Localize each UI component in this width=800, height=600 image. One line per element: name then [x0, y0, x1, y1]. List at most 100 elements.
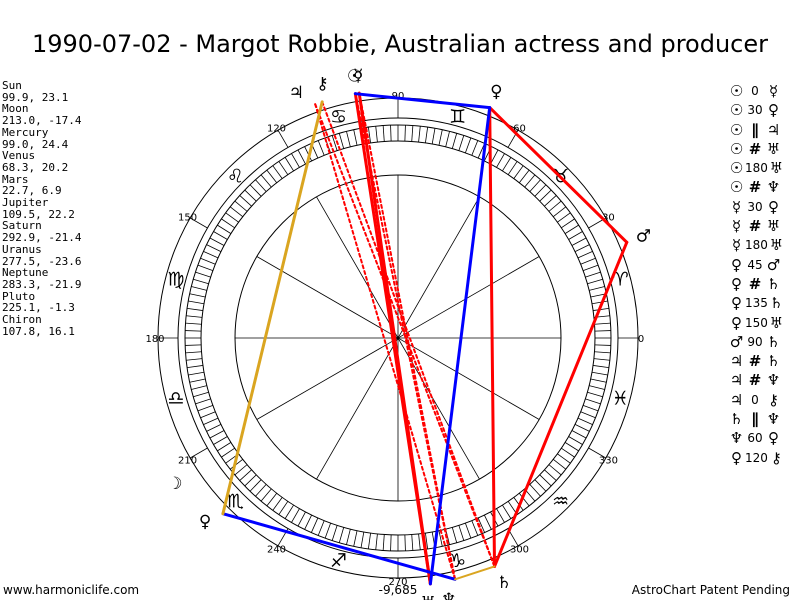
degree-tick: [375, 533, 378, 550]
degree-label: 330: [599, 456, 618, 467]
aspect-planet-2-glyph: ♅: [769, 159, 784, 178]
aspect-row: ♀ 135 ♄: [728, 294, 800, 313]
aspect-type: #: [748, 139, 762, 158]
aspect-planet-2-glyph: ♅: [766, 139, 781, 158]
aspect-type: #: [748, 178, 762, 197]
degree-tick: [544, 195, 557, 207]
degree-tick: [580, 411, 596, 419]
degree-tick: [188, 371, 205, 376]
degree-tick: [438, 530, 443, 547]
aspect-row: ♂ 90 ♄: [728, 333, 800, 352]
degree-tick: [317, 520, 325, 536]
degree-label: 210: [178, 456, 197, 467]
degree-label: 300: [510, 544, 529, 555]
degree-tick: [191, 286, 207, 291]
planet-coordinates: 109.5, 22.2: [2, 207, 75, 221]
degree-label: 90: [392, 91, 405, 102]
degree-tick: [534, 184, 547, 197]
aspect-row: ☿ # ♅: [728, 217, 800, 236]
planet-coordinates: 277.5, -23.6: [2, 254, 82, 268]
degree-tick: [234, 200, 248, 212]
degree-label: 60: [513, 124, 526, 135]
degree-tick: [574, 244, 590, 253]
degree-tick: [291, 508, 300, 523]
planet-name: Moon: [2, 102, 29, 116]
aspect-row: ☉ 180 ♅: [728, 159, 800, 178]
degree-tick: [304, 146, 313, 162]
degree-tick: [507, 161, 518, 175]
degree-tick: [249, 184, 262, 197]
planet-glyph: ⚷: [316, 74, 328, 94]
aspect-type: 180: [745, 161, 768, 176]
degree-tick: [213, 231, 228, 240]
degree-tick: [203, 250, 219, 259]
planet-glyph: ☉: [347, 67, 362, 87]
degree-tick: [188, 300, 205, 305]
degree-tick: [561, 447, 575, 458]
aspect-type: 120: [745, 450, 768, 465]
degree-tick: [200, 257, 216, 265]
planet-coordinates: 99.0, 24.4: [2, 137, 69, 151]
degree-tick: [187, 365, 203, 369]
aspect-list: ☉ 0 ☿ ☉ 30 ♀ ☉ ∥ ♃ ☉ # ♅ ☉ 180 ♅ ☉ # ♆ ☿ 30 ♀ ☿ # ♅ ☿ 180 ♅ ♀ 45 ♂ ♀ # ♄…: [728, 82, 800, 468]
degree-spoke: [277, 129, 289, 148]
degree-label: 270: [388, 577, 407, 588]
degree-tick: [458, 135, 465, 151]
planet-name: Venus: [2, 149, 36, 163]
degree-tick: [375, 126, 378, 143]
degree-tick: [206, 244, 222, 253]
degree-tick: [548, 200, 562, 212]
degree-tick: [591, 371, 608, 376]
aspect-planet-1-glyph: ♀: [731, 274, 742, 293]
degree-tick: [451, 133, 458, 149]
aspect-line: [488, 106, 497, 568]
degree-spoke: [189, 447, 208, 459]
degree-tick: [185, 322, 202, 325]
degree-tick: [425, 533, 429, 549]
degree-tick: [346, 529, 351, 545]
degree-tick: [189, 378, 206, 383]
zodiac-sign-glyph: ♍: [167, 268, 184, 290]
degree-tick: [568, 436, 583, 445]
degree-tick: [200, 411, 216, 419]
degree-tick: [244, 189, 257, 202]
degree-tick: [189, 293, 206, 298]
degree-tick: [502, 157, 512, 172]
aspect-planet-2-glyph: ♆: [766, 178, 781, 197]
website-link[interactable]: www.harmoniclife.com: [3, 583, 140, 597]
aspect-row: ☉ ∥ ♃: [728, 121, 800, 140]
aspect-planet-2-glyph: ♄: [766, 274, 781, 293]
planet-name: Chiron: [2, 313, 42, 327]
degree-tick: [594, 344, 611, 346]
planet-glyph: ☽: [167, 474, 182, 494]
zodiac-sign-glyph: ♈: [612, 268, 629, 290]
degree-tick: [544, 469, 557, 481]
degree-tick: [471, 520, 479, 536]
aspect-line: [357, 91, 432, 586]
degree-tick: [234, 464, 248, 476]
degree-tick: [195, 398, 211, 405]
degree-tick: [577, 417, 593, 426]
aspect-planet-2-glyph: ♄: [769, 294, 784, 313]
degree-tick: [382, 125, 385, 142]
zodiac-sign-glyph: ♓: [612, 388, 629, 410]
degree-tick: [360, 531, 365, 548]
zodiac-sign-glyph: ♌: [227, 165, 244, 187]
aspect-planet-2-glyph: ♀: [768, 101, 779, 120]
aspect-planet-2-glyph: ♂: [766, 255, 781, 274]
degree-tick: [291, 153, 300, 168]
aspect-line: [314, 103, 457, 581]
degree-tick: [191, 385, 207, 390]
planet-glyph: ♃: [289, 83, 304, 103]
degree-tick: [249, 479, 262, 492]
degree-tick: [585, 398, 601, 405]
degree-label: 150: [178, 213, 197, 224]
degree-label: 0: [638, 334, 644, 345]
degree-tick: [518, 492, 530, 507]
aspect-planet-1-glyph: ♀: [731, 255, 742, 274]
degree-tick: [338, 133, 345, 149]
planet-coordinates: 68.3, 20.2: [2, 160, 69, 174]
zodiac-sign-glyph: ♋: [330, 106, 347, 128]
planet-coordinates: 283.3, -21.9: [2, 277, 82, 291]
zodiac-sign-glyph: ♒: [552, 491, 569, 513]
